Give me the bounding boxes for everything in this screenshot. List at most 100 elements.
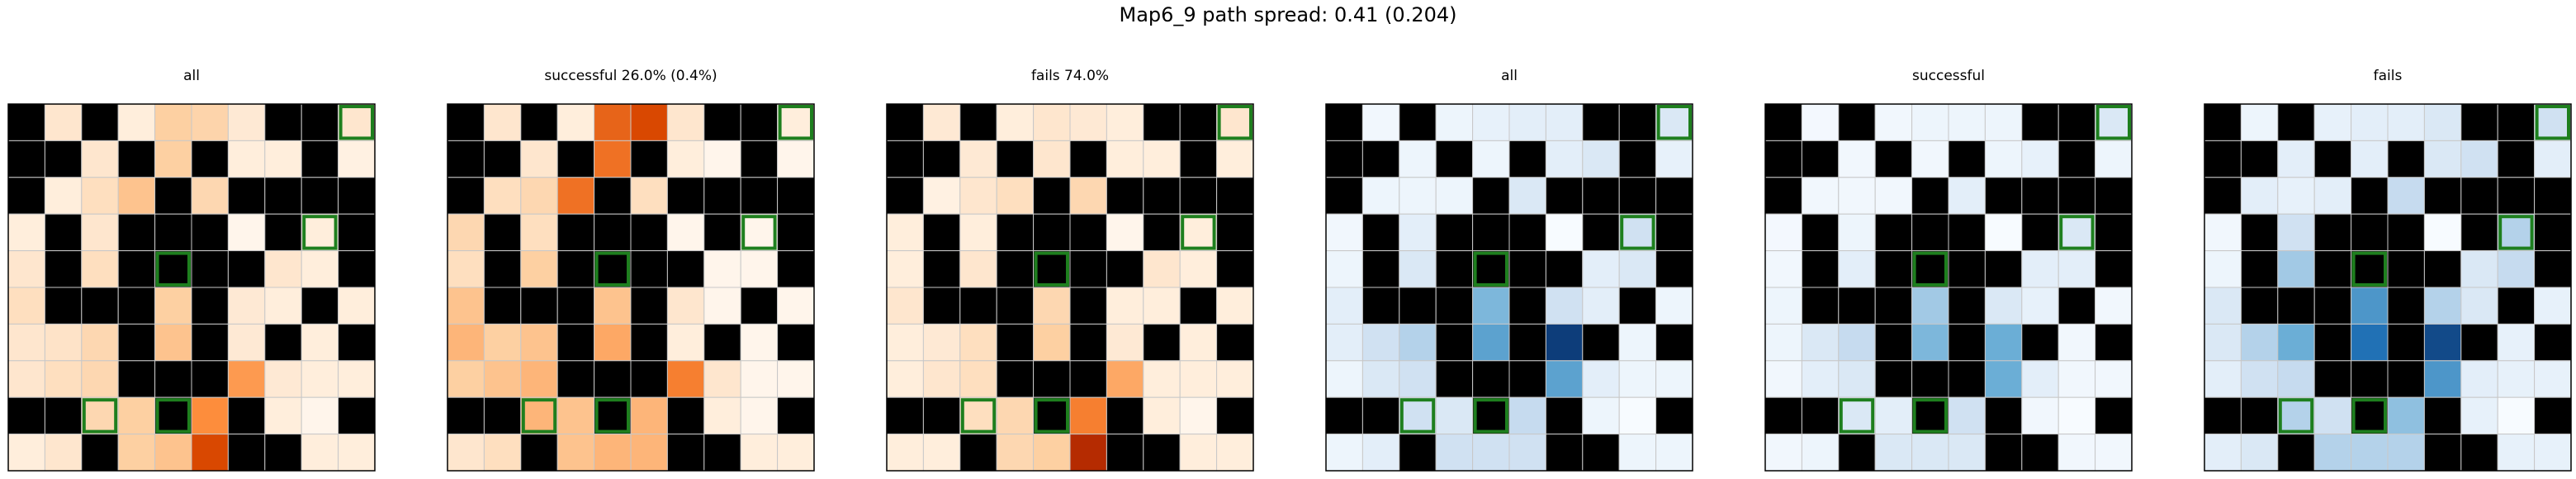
heat-cell [1472, 323, 1510, 362]
axes-frame [7, 103, 376, 472]
wall-cell [1764, 177, 1802, 215]
wall-cell [2240, 250, 2279, 288]
wall-cell [1764, 396, 1802, 435]
heat-cell [1179, 434, 1218, 472]
heat-cell [1618, 396, 1657, 435]
goal-marker [778, 105, 814, 140]
heat-cell [81, 140, 119, 178]
heat-cell [1106, 360, 1144, 398]
heat-cell [1033, 434, 1071, 472]
wall-cell [2021, 434, 2059, 472]
heat-cell [264, 360, 302, 398]
heat-cell [1874, 103, 1913, 141]
wall-cell [2277, 434, 2315, 472]
heat-cell [2057, 396, 2096, 435]
heat-cell [191, 177, 229, 215]
wall-cell [1948, 250, 1986, 288]
wall-cell [2534, 250, 2572, 288]
wall-cell [922, 213, 961, 252]
axes-frame [1764, 103, 2133, 472]
heatmap-grid [1325, 103, 1693, 472]
wall-cell [1545, 434, 1584, 472]
heat-cell [483, 103, 522, 141]
wall-cell [1801, 213, 1840, 252]
wall-cell [886, 140, 924, 178]
heat-cell [1325, 360, 1363, 398]
heat-cell [1618, 434, 1657, 472]
heat-cell [1508, 396, 1546, 435]
wall-cell [191, 250, 229, 288]
heat-cell [886, 434, 924, 472]
wall-cell [1435, 250, 1474, 288]
heat-cell [886, 250, 924, 288]
wall-cell [594, 177, 632, 215]
wall-cell [483, 140, 522, 178]
wall-cell [556, 323, 595, 362]
wall-cell [1472, 213, 1510, 252]
wall-cell [1984, 396, 2023, 435]
wall-cell [996, 140, 1035, 178]
heat-cell [1984, 323, 2023, 362]
wall-cell [703, 434, 741, 472]
heat-cell [959, 250, 997, 288]
heat-cell [1472, 103, 1510, 141]
wall-cell [7, 177, 45, 215]
heat-cell [1948, 103, 1986, 141]
wall-cell [117, 287, 156, 325]
wall-cell [922, 250, 961, 288]
panel-title: all [183, 68, 200, 84]
heat-cell [447, 434, 485, 472]
heat-cell [2057, 250, 2096, 288]
wall-cell [1033, 396, 1071, 435]
heat-cell [2277, 177, 2315, 215]
wall-cell [1618, 287, 1657, 325]
figure-title: Map6_9 path spread: 0.41 (0.204) [1119, 3, 1457, 26]
heat-cell [1106, 103, 1144, 141]
wall-cell [338, 396, 376, 435]
wall-cell [1874, 287, 1913, 325]
heat-cell [2534, 140, 2572, 178]
axes-frame [886, 103, 1254, 472]
heat-cell [1948, 177, 1986, 215]
heat-cell [301, 396, 339, 435]
wall-cell [2057, 287, 2096, 325]
wall-cell [338, 250, 376, 288]
wall-cell [996, 287, 1035, 325]
wall-cell [1179, 287, 1218, 325]
heat-cell [1472, 434, 1510, 472]
wall-cell [1361, 213, 1400, 252]
wall-cell [1325, 140, 1363, 178]
wall-cell [2021, 323, 2059, 362]
heat-cell [117, 177, 156, 215]
wall-cell [1874, 360, 1913, 398]
wall-cell [2095, 250, 2133, 288]
wall-cell [2277, 287, 2315, 325]
heat-cell [1801, 323, 1840, 362]
wall-cell [338, 213, 376, 252]
panel-title: successful 26.0% (0.4%) [544, 68, 717, 84]
heat-cell [191, 103, 229, 141]
wall-cell [2460, 103, 2498, 141]
heat-cell [338, 360, 376, 398]
wall-cell [2387, 140, 2425, 178]
heat-cell [1069, 103, 1107, 141]
heat-cell [1033, 323, 1071, 362]
wall-cell [191, 360, 229, 398]
heat-cell [1874, 177, 1913, 215]
heat-cell [2204, 250, 2242, 288]
heat-cell [1143, 360, 1181, 398]
wall-cell [1545, 396, 1584, 435]
heat-cell [1618, 250, 1657, 288]
heat-cell [2240, 360, 2279, 398]
wall-cell [44, 250, 83, 288]
wall-cell [2095, 177, 2133, 215]
heat-cell [2277, 140, 2315, 178]
heat-cell [959, 323, 997, 362]
wall-cell [2387, 323, 2425, 362]
wall-cell [777, 177, 815, 215]
wall-cell [1435, 287, 1474, 325]
heat-cell [447, 323, 485, 362]
wall-cell [7, 396, 45, 435]
wall-cell [117, 360, 156, 398]
wall-cell [2497, 287, 2536, 325]
